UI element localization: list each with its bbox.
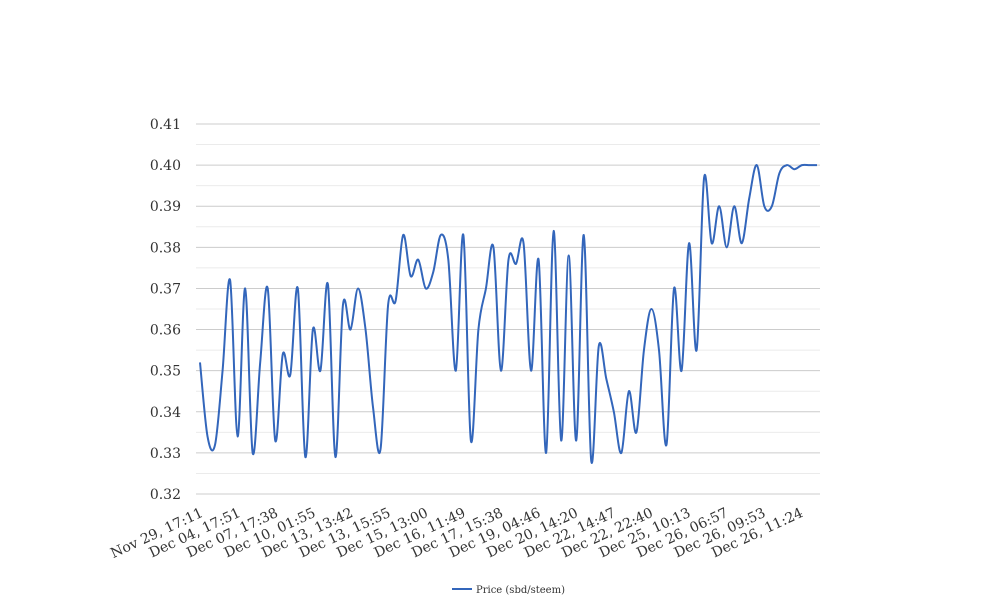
- y-tick-label: 0.41: [150, 117, 181, 133]
- grid: [196, 123, 820, 495]
- y-tick-label: 0.35: [150, 364, 181, 380]
- legend[interactable]: Price (sbd/steem): [452, 585, 565, 596]
- y-tick-label: 0.40: [150, 158, 181, 174]
- series-line-price: [199, 163, 817, 465]
- y-tick-label: 0.34: [150, 405, 181, 421]
- y-tick-label: 0.32: [150, 487, 181, 503]
- y-tick-label: 0.39: [150, 199, 181, 215]
- series-group: [199, 163, 817, 465]
- y-tick-label: 0.37: [150, 281, 181, 297]
- y-tick-label: 0.33: [150, 446, 181, 462]
- y-tick-label: 0.38: [150, 240, 181, 256]
- y-axis-ticks: 0.32 0.33 0.34 0.35 0.36 0.37 0.38 0.39 0.40 0.41: [150, 117, 181, 503]
- legend-label: Price (sbd/steem): [476, 585, 565, 596]
- y-tick-label: 0.36: [150, 323, 181, 339]
